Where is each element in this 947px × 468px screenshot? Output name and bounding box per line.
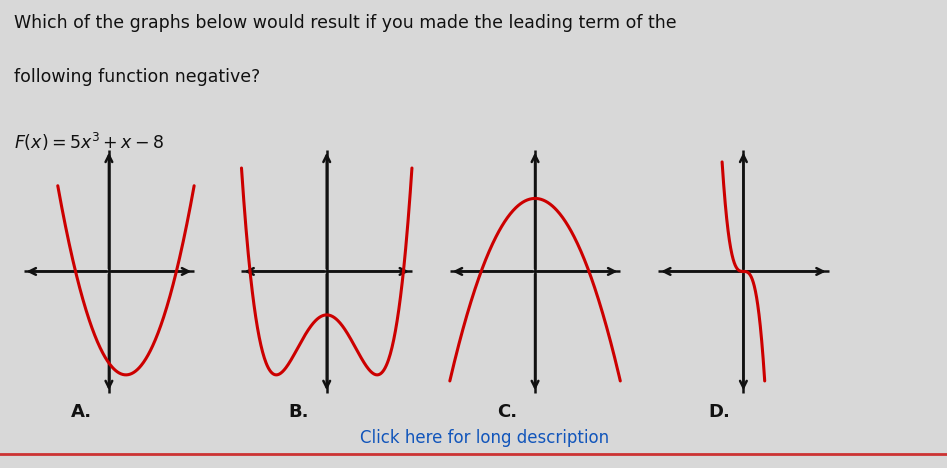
Text: Which of the graphs below would result if you made the leading term of the: Which of the graphs below would result i…	[14, 14, 677, 32]
Text: $F(x) = 5x^3 + x - 8$: $F(x) = 5x^3 + x - 8$	[14, 131, 165, 153]
Text: following function negative?: following function negative?	[14, 68, 260, 86]
Text: B.: B.	[289, 403, 310, 421]
Text: A.: A.	[71, 403, 92, 421]
Text: D.: D.	[708, 403, 730, 421]
Text: C.: C.	[497, 403, 517, 421]
Text: Click here for long description: Click here for long description	[360, 429, 609, 446]
